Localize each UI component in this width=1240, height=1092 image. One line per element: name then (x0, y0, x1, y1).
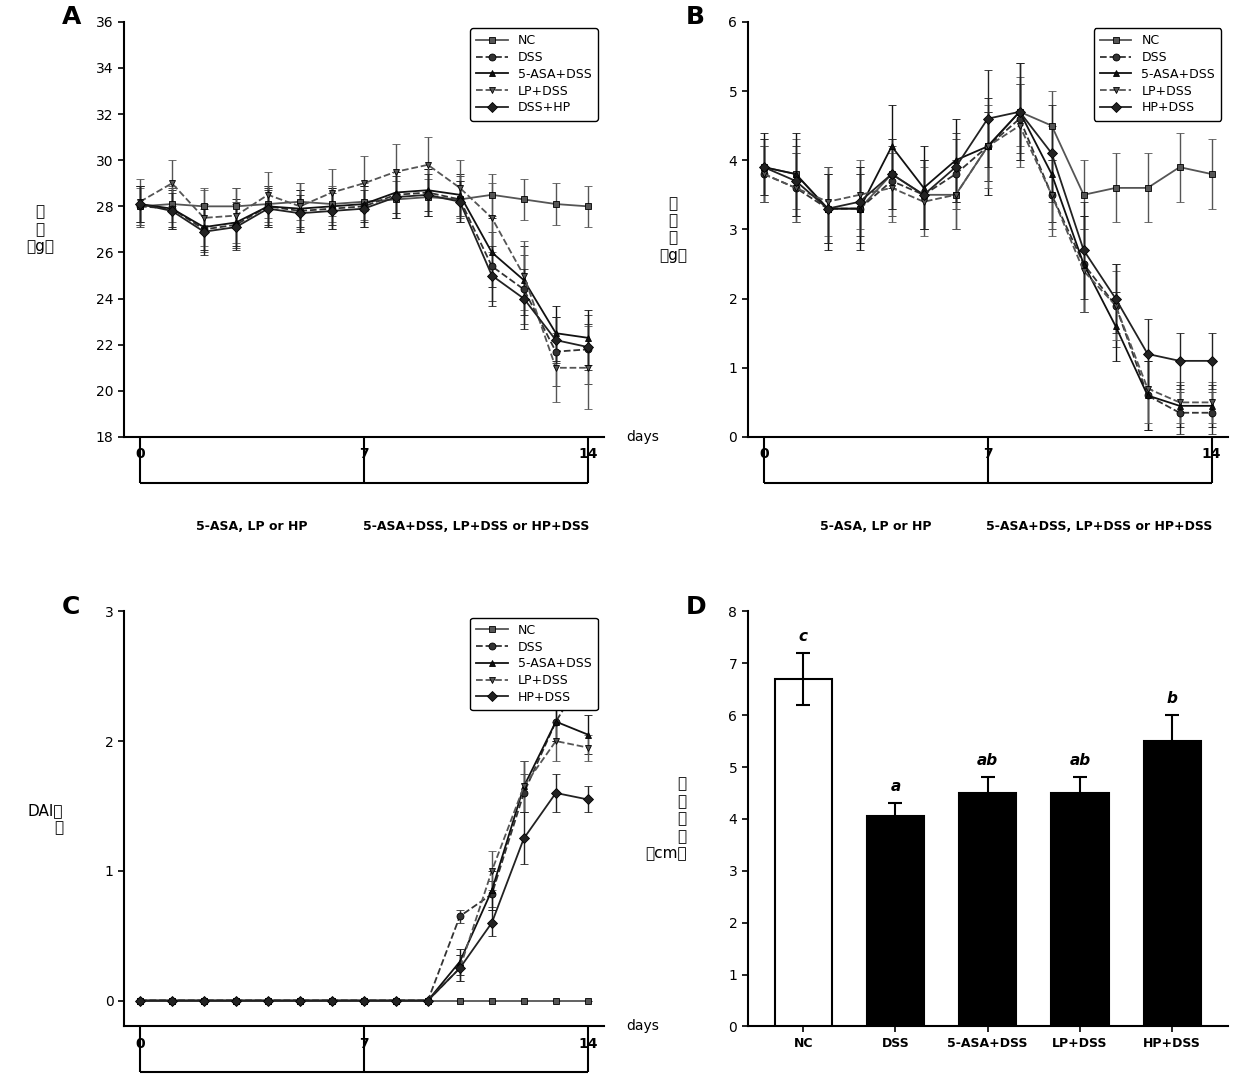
Text: ab: ab (1069, 753, 1090, 768)
Y-axis label: 进
食
量
（g）: 进 食 量 （g） (658, 195, 687, 263)
Text: C: C (62, 595, 81, 619)
Y-axis label: DAI评
分: DAI评 分 (27, 803, 63, 835)
Bar (867, 817, 924, 1026)
Bar (959, 793, 1017, 1026)
Bar (775, 679, 832, 1026)
Text: a: a (890, 779, 900, 794)
Text: 5-ASA, LP or HP: 5-ASA, LP or HP (820, 520, 931, 533)
Text: 5-ASA+DSS, LP+DSS or HP+DSS: 5-ASA+DSS, LP+DSS or HP+DSS (987, 520, 1213, 533)
Text: days: days (626, 1020, 660, 1033)
Text: ab: ab (977, 753, 998, 768)
Legend: NC, DSS, 5-ASA+DSS, LP+DSS, DSS+HP: NC, DSS, 5-ASA+DSS, LP+DSS, DSS+HP (470, 28, 598, 120)
Bar (1052, 793, 1109, 1026)
Text: b: b (1167, 691, 1178, 705)
Text: days: days (626, 430, 660, 444)
Text: D: D (686, 595, 706, 619)
Bar (1143, 741, 1200, 1026)
Y-axis label: 体
重
（g）: 体 重 （g） (26, 204, 55, 254)
Legend: NC, DSS, 5-ASA+DSS, LP+DSS, HP+DSS: NC, DSS, 5-ASA+DSS, LP+DSS, HP+DSS (470, 618, 598, 710)
Text: A: A (62, 5, 81, 29)
Text: 5-ASA+DSS, LP+DSS or HP+DSS: 5-ASA+DSS, LP+DSS or HP+DSS (362, 520, 589, 533)
Text: c: c (799, 629, 807, 643)
Legend: NC, DSS, 5-ASA+DSS, LP+DSS, HP+DSS: NC, DSS, 5-ASA+DSS, LP+DSS, HP+DSS (1094, 28, 1221, 120)
Text: B: B (686, 5, 704, 29)
Y-axis label: 结
肠
长
度
（cm）: 结 肠 长 度 （cm） (645, 776, 687, 862)
Text: 5-ASA, LP or HP: 5-ASA, LP or HP (196, 520, 308, 533)
